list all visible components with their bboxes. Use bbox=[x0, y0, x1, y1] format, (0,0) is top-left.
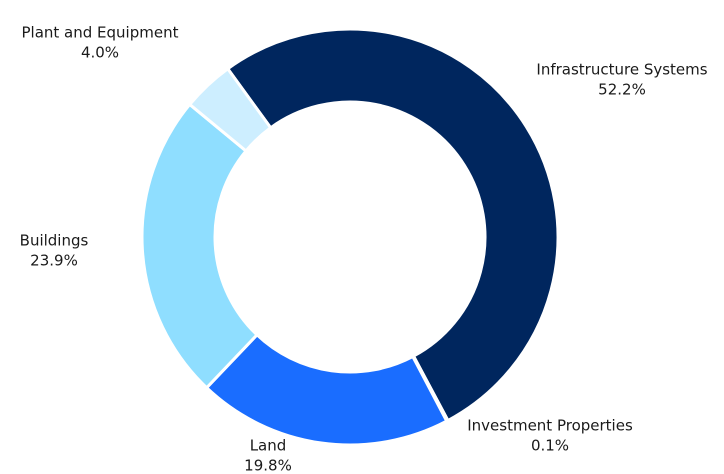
slice-value-label: 19.8% bbox=[244, 457, 292, 474]
slice-label: Plant and Equipment bbox=[22, 24, 179, 42]
donut-slice bbox=[187, 66, 273, 154]
slice-label: Buildings bbox=[20, 232, 89, 250]
donut-slice bbox=[225, 27, 560, 423]
slice-value-label: 23.9% bbox=[30, 252, 78, 270]
slice-label: Land bbox=[250, 437, 287, 455]
slice-value-label: 52.2% bbox=[598, 81, 646, 99]
slice-value-label: 0.1% bbox=[531, 437, 569, 455]
slice-value-label: 4.0% bbox=[81, 44, 119, 62]
slice-label: Infrastructure Systems bbox=[536, 61, 707, 79]
slice-label: Investment Properties bbox=[467, 417, 633, 435]
donut-slice bbox=[140, 102, 260, 390]
